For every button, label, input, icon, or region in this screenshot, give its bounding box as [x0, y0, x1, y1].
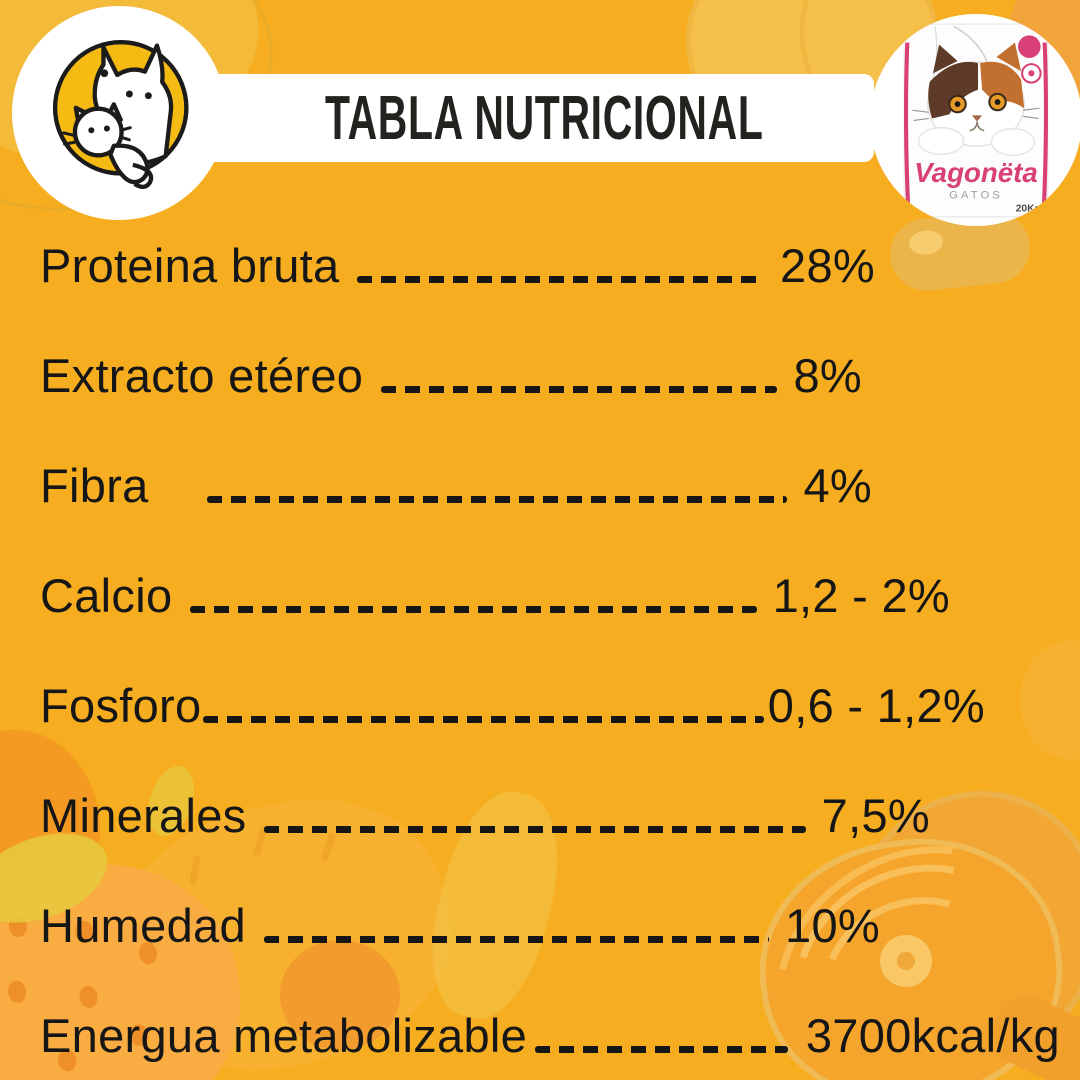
logo-dog — [92, 43, 174, 166]
logo-dog-face — [100, 69, 152, 100]
row-label: Energua metabolizable — [40, 1008, 528, 1062]
decor-salmon-steak — [725, 757, 1080, 1080]
title-banner: TABLA NUTRICIONAL — [150, 74, 874, 162]
product-brand-text: Vagonëta — [914, 157, 1037, 188]
dashed-leader — [206, 495, 788, 503]
row-label: Calcio — [40, 568, 173, 622]
row-value: 4% — [803, 458, 872, 512]
logo-cat — [72, 102, 154, 189]
nutrition-table: Proteina bruta 28% Extracto etéreo 8% Fi… — [40, 210, 1060, 1080]
product-bag-image: Vagonëta GATOS 20Kg — [903, 22, 1049, 218]
row-label: Extracto etéreo — [40, 348, 364, 402]
dashed-leader — [535, 1045, 788, 1053]
decor-center-oval — [280, 940, 400, 1050]
brand-logo-badge — [12, 6, 226, 220]
product-photo-badge: Vagonëta GATOS 20Kg — [870, 14, 1080, 226]
table-row: Energua metabolizable 3700kcal/kg — [40, 980, 1060, 1080]
row-value: 7,5% — [821, 788, 930, 842]
decor-salmon-bone-center — [897, 952, 915, 970]
row-value: 28% — [780, 238, 875, 292]
row-value: 1,2 - 2% — [772, 568, 950, 622]
row-label: Minerales — [40, 788, 247, 842]
table-row: Humedad 10% — [40, 870, 1060, 980]
table-row: Minerales 7,5% — [40, 760, 1060, 870]
table-row: Extracto etéreo 8% — [40, 320, 1060, 430]
table-row: Proteina bruta 28% — [40, 210, 1060, 320]
dashed-leader — [203, 715, 764, 723]
table-row: Fosforo 0,6 - 1,2% — [40, 650, 1060, 760]
row-label: Fibra — [40, 458, 149, 512]
dashed-leader — [263, 935, 770, 943]
dashed-leader — [264, 825, 806, 833]
row-label: Fosforo — [40, 678, 202, 732]
row-value: 3700kcal/kg — [805, 1008, 1060, 1062]
dashed-leader — [357, 275, 765, 283]
table-row: Calcio 1,2 - 2% — [40, 540, 1060, 650]
product-line-text: GATOS — [949, 189, 1003, 201]
product-weight-text: 20Kg — [1016, 203, 1041, 214]
row-value: 0,6 - 1,2% — [767, 678, 985, 732]
dog-cat-logo-icon — [52, 40, 189, 189]
decor-salmon-bone — [880, 935, 932, 987]
row-label: Humedad — [40, 898, 246, 952]
page-title: TABLA NUTRICIONAL — [324, 83, 764, 153]
bag-badge-icon — [1018, 34, 1041, 58]
dashed-leader — [381, 385, 778, 393]
logo-cat-face — [88, 125, 110, 134]
table-row: Fibra 4% — [40, 430, 1060, 540]
logo-cat-whiskers — [62, 126, 132, 146]
row-value: 10% — [785, 898, 880, 952]
decor-strawberry-seed — [6, 979, 28, 1004]
bag-cat-illustration — [912, 42, 1040, 156]
row-value: 8% — [793, 348, 862, 402]
row-label: Proteina bruta — [40, 238, 340, 292]
dashed-leader — [190, 605, 757, 613]
